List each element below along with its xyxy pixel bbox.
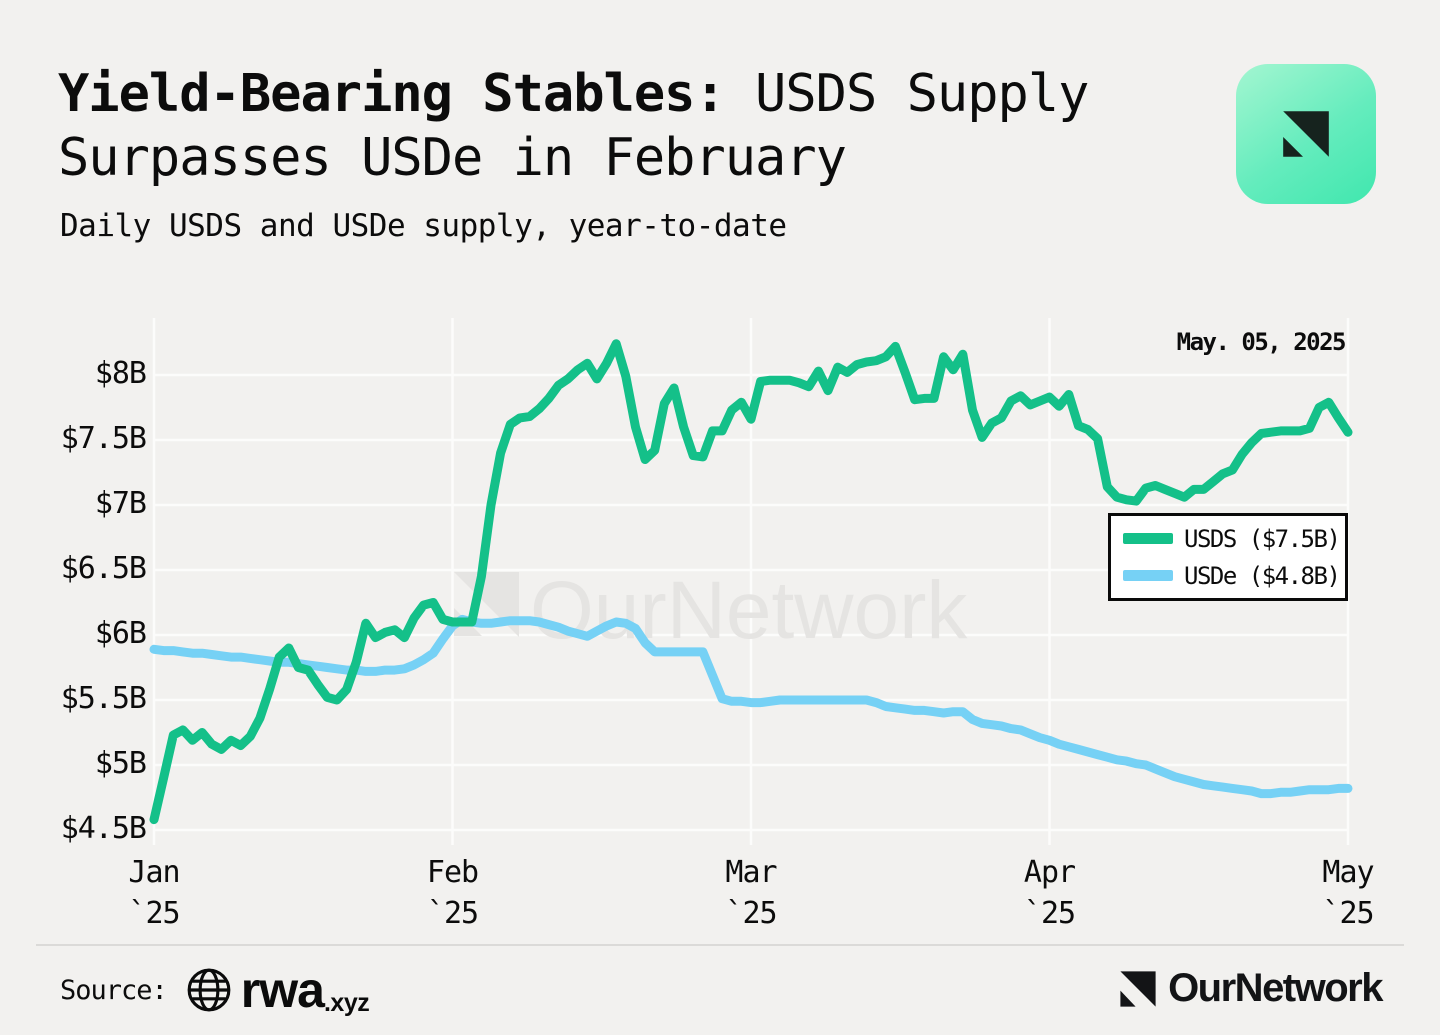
legend-item-usds: USDS ($7.5B): [1123, 525, 1345, 553]
watermark-text: OurNetwork: [530, 565, 968, 656]
usds-legend-label: USDS ($7.5B): [1184, 524, 1341, 553]
source-label: Source:: [60, 974, 168, 1006]
source-brand-tld: .xyz: [323, 989, 370, 1017]
source-attribution: Source: rwa .xyz: [60, 958, 370, 1022]
date-annotation: May. 05, 2025: [1176, 328, 1347, 356]
usds-legend-swatch: [1123, 533, 1173, 544]
title-emphasis: Yield-Bearing Stables:: [58, 64, 726, 124]
footer-brand: OurNetwork: [1118, 966, 1383, 1011]
footer-divider: [36, 944, 1404, 946]
source-brand: rwa: [240, 962, 325, 1018]
ournetwork-mark-icon: [1283, 111, 1329, 157]
title-rest: USDS Supply: [724, 64, 1089, 124]
ournetwork-logo: [1236, 64, 1376, 204]
usds-series-line: [149, 339, 1353, 825]
footer-ournetwork-mark-icon: [1120, 970, 1156, 1007]
legend-item-usde: USDe ($4.8B): [1123, 562, 1345, 590]
legend: USDS ($7.5B) USDe ($4.8B): [1108, 513, 1348, 601]
globe-icon: [187, 968, 231, 1012]
usde-legend-label: USDe ($4.8B): [1184, 561, 1341, 590]
usde-legend-swatch: [1123, 570, 1173, 581]
chart-series: [149, 339, 1353, 825]
page-title: Yield-Bearing Stables: USDS Supply Surpas…: [58, 62, 1089, 190]
footer-brand-text: OurNetwork: [1168, 966, 1383, 1010]
chart-subtitle: Daily USDS and USDe supply, year-to-date: [60, 208, 787, 244]
title-line2: Surpasses USDe in February: [58, 128, 847, 188]
watermark: OurNetwork: [454, 565, 968, 656]
